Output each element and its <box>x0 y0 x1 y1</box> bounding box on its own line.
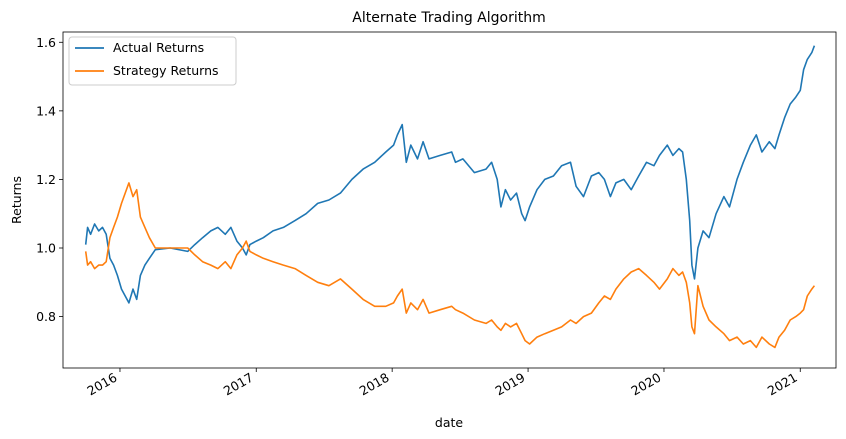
x-axis-label: date <box>435 415 463 430</box>
y-tick-label: 1.2 <box>36 172 56 187</box>
axes-frame <box>62 31 837 369</box>
y-tick-label: 1.6 <box>36 35 56 50</box>
y-axis-label: Returns <box>9 176 24 224</box>
legend-label-strategy-returns: Strategy Returns <box>113 63 219 78</box>
legend: Actual Returns Strategy Returns <box>68 36 237 86</box>
y-axis: 0.8 1.0 1.2 1.4 1.6 <box>36 35 63 324</box>
plot-area <box>62 31 837 369</box>
y-tick-label: 0.8 <box>36 309 56 324</box>
chart-title: Alternate Trading Algorithm <box>352 10 545 26</box>
series-line-strategy-returns <box>84 182 816 349</box>
y-tick-label: 1.4 <box>36 103 56 118</box>
legend-box <box>68 36 237 86</box>
y-tick-label: 1.0 <box>36 241 56 256</box>
series-layer <box>84 45 816 349</box>
legend-label-actual-returns: Actual Returns <box>113 40 204 55</box>
